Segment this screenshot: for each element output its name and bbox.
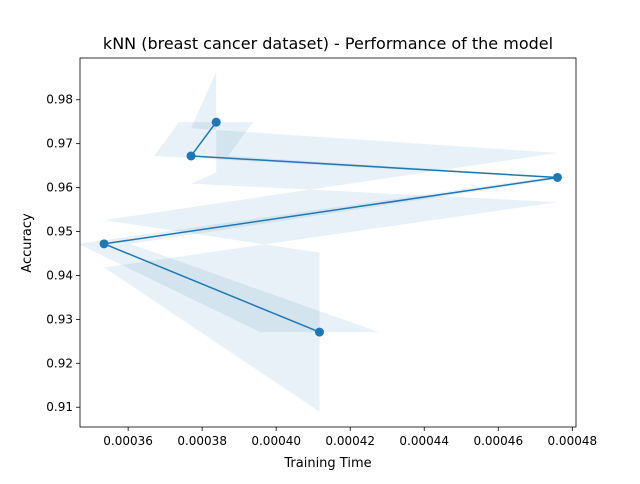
y-tick-label: 0.92 [46, 356, 73, 370]
x-tick-label: 0.00044 [399, 434, 449, 448]
x-tick-label: 0.00048 [547, 434, 597, 448]
y-tick-label: 0.98 [46, 93, 73, 107]
y-tick-label: 0.95 [46, 225, 73, 239]
y-tick-label: 0.97 [46, 137, 73, 151]
x-tick-label: 0.00046 [473, 434, 523, 448]
error-band-layer [78, 71, 570, 412]
series-layer [99, 117, 562, 337]
axes-layer: 0.00036 0.00038 0.00040 0.00042 0.00044 0.000… [46, 57, 597, 448]
data-point [211, 117, 221, 127]
x-axis-label: Training Time [283, 456, 371, 471]
y-tick-label: 0.94 [46, 268, 73, 282]
data-point [552, 172, 562, 182]
y-tick-label: 0.96 [46, 181, 73, 195]
data-point [314, 327, 324, 337]
data-point [99, 239, 109, 249]
y-axis-label: Accuracy [20, 213, 35, 273]
chart-title: kNN (breast cancer dataset) - Performanc… [103, 34, 553, 53]
plot-frame [79, 57, 577, 428]
training-time-error-band [78, 122, 570, 333]
x-tick-label: 0.00036 [103, 434, 153, 448]
y-tick-label: 0.93 [46, 312, 73, 326]
x-tick-label: 0.00038 [177, 434, 227, 448]
data-point [186, 151, 196, 161]
x-tick-label: 0.00040 [251, 434, 301, 448]
x-tick-label: 0.00042 [325, 434, 375, 448]
y-tick-label: 0.91 [46, 400, 73, 414]
accuracy-error-band [104, 71, 558, 412]
